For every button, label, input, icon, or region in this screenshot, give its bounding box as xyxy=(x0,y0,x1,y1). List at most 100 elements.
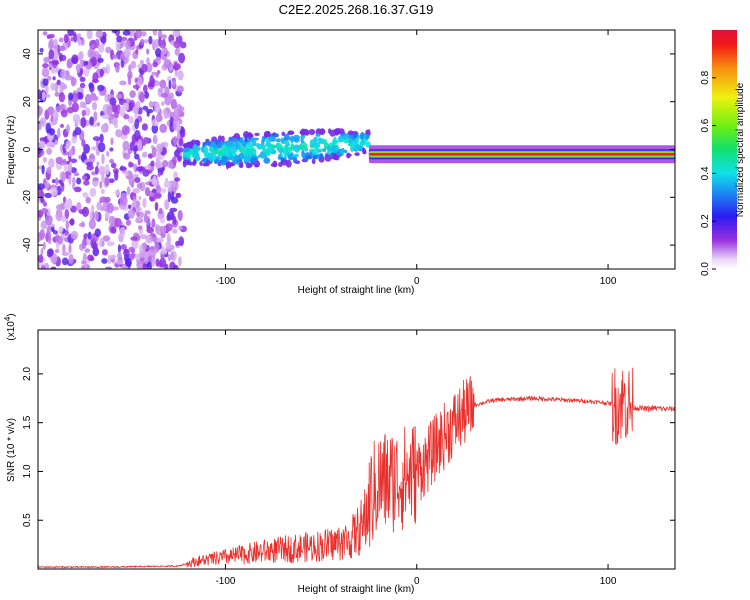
spectrogram-noise-blob xyxy=(148,249,157,257)
spectrogram-noise-blob xyxy=(38,140,46,149)
spectrogram-signal-blob xyxy=(221,155,228,164)
spectrogram-signal-blob xyxy=(277,148,284,154)
spectrogram-signal-blob xyxy=(187,161,195,166)
spectrogram-noise-blob xyxy=(42,156,47,163)
spectrogram-noise-blob xyxy=(71,56,79,64)
spectrogram-noise-blob xyxy=(115,258,124,265)
spectrogram-noise-blob xyxy=(64,74,73,81)
spectrogram-noise-blob xyxy=(159,217,166,224)
spectrogram-signal-blob xyxy=(217,151,222,156)
spectrogram-noise-blob xyxy=(155,113,163,123)
spectrogram-noise-blob xyxy=(123,152,131,160)
spectrogram-noise-blob xyxy=(56,79,61,86)
spectrogram-noise-blob xyxy=(119,226,126,237)
spectrogram-noise-blob xyxy=(42,63,49,69)
spectrogram-xtick-label: 100 xyxy=(600,276,617,287)
spectrogram-noise-blob xyxy=(96,161,100,167)
spectrogram-noise-blob xyxy=(124,49,130,59)
spectrogram-noise-blob xyxy=(101,114,109,119)
spectrogram-noise-blob xyxy=(167,191,171,203)
spectrogram-noise-blob xyxy=(116,35,122,43)
spectrogram-noise-blob xyxy=(152,61,158,68)
spectrogram-noise-blob xyxy=(148,100,153,108)
spectrogram-noise-blob xyxy=(110,254,117,259)
spectrogram-noise-blob xyxy=(79,101,86,109)
colorbar-tick-label: 0.2 xyxy=(700,214,711,228)
spectrogram-noise-blob xyxy=(97,84,105,92)
spectrogram-noise-blob xyxy=(134,118,140,130)
spectrogram-noise-blob xyxy=(151,218,156,228)
spectrogram-noise-blob xyxy=(68,253,74,265)
spectrogram-noise-blob xyxy=(128,116,134,124)
spectrogram-noise-blob xyxy=(45,181,50,190)
spectrogram-noise-blob xyxy=(176,119,180,131)
spectrogram-noise-blob xyxy=(155,72,159,78)
spectrogram-noise-blob xyxy=(62,243,66,254)
spectrogram-noise-blob xyxy=(41,91,46,101)
spectrogram-noise-blob xyxy=(112,54,118,59)
spectrogram-signal-blob xyxy=(285,159,292,168)
spectrogram-signal-blob xyxy=(299,146,305,151)
spectrogram-signal-blob xyxy=(280,157,285,164)
spectrogram-noise-blob xyxy=(167,254,172,262)
spectrogram-noise-blob xyxy=(68,243,72,254)
spectrogram-noise-blob xyxy=(143,256,149,264)
spectrogram-noise-blob xyxy=(101,153,105,165)
spectrogram-noise-blob xyxy=(134,129,141,141)
spectrogram-signal-blob xyxy=(321,138,327,145)
spectrogram-noise-blob xyxy=(109,147,114,152)
spectrogram-noise-blob xyxy=(136,182,143,189)
spectrogram-noise-blob xyxy=(38,190,45,198)
spectrogram-noise-blob xyxy=(73,172,80,177)
spectrogram-noise-blob xyxy=(50,266,57,269)
spectrogram-noise-blob xyxy=(47,225,52,231)
spectrogram-noise-blob xyxy=(105,266,113,269)
spectrogram-noise-blob xyxy=(110,162,117,169)
spectrogram-noise-blob xyxy=(151,39,157,50)
spectrogram-noise-blob xyxy=(44,93,51,98)
spectrogram-signal-blob xyxy=(280,137,285,144)
spectrogram-noise-blob xyxy=(48,142,55,147)
spectrogram-noise-blob xyxy=(78,222,85,227)
spectrogram-noise-blob xyxy=(94,228,102,237)
spectrogram-noise-blob xyxy=(169,92,174,100)
spectrogram-signal-blob xyxy=(252,137,259,141)
spectrogram-noise-blob xyxy=(120,244,127,250)
spectrogram-noise-blob xyxy=(122,140,130,151)
spectrogram-noise-blob xyxy=(177,70,184,81)
spectrogram-noise-blob xyxy=(39,47,44,53)
spectrogram-noise-blob xyxy=(44,192,53,199)
spectrogram-signal-blob xyxy=(281,131,286,137)
spectrogram-noise-blob xyxy=(142,264,148,269)
spectrogram-noise-blob xyxy=(172,228,178,234)
colorbar-tick-label: 0.6 xyxy=(700,118,711,132)
spectrogram-noise-blob xyxy=(177,210,183,221)
spectrogram-noise-blob xyxy=(63,165,69,172)
spectrogram-noise-blob xyxy=(104,176,110,187)
snr-multiplier: (x104) xyxy=(3,313,17,340)
spectrogram-noise-blob xyxy=(83,143,90,154)
spectrogram-signal-blob xyxy=(347,143,355,147)
spectrogram-signal-blob xyxy=(220,151,224,157)
spectrogram-noise-blob xyxy=(41,67,50,78)
spectrogram-noise-blob xyxy=(87,48,95,59)
spectrogram-noise-blob xyxy=(57,208,63,218)
spectrogram-signal-blob xyxy=(312,155,317,160)
spectrogram-noise-blob xyxy=(39,137,48,142)
spectrogram-noise-blob xyxy=(69,219,75,225)
spectrogram-track-band xyxy=(368,153,675,156)
spectrogram-noise-blob xyxy=(163,180,172,188)
spectrogram-signal-blob xyxy=(244,135,248,143)
spectrogram-noise-blob xyxy=(65,219,70,231)
spectrogram-noise-blob xyxy=(86,30,93,40)
snr-ytick-label: 1.5 xyxy=(22,415,33,429)
spectrogram-noise-blob xyxy=(64,208,70,220)
spectrogram-signal-blob xyxy=(294,160,301,164)
spectrogram-noise-blob xyxy=(128,101,134,112)
spectrogram-noise-blob xyxy=(114,170,119,181)
spectrogram-noise-blob xyxy=(96,122,100,127)
spectrogram-noise-blob xyxy=(121,125,130,136)
spectrogram-noise-blob xyxy=(154,102,161,114)
spectrogram-noise-blob xyxy=(45,214,53,226)
spectrogram-noise-blob xyxy=(174,149,180,158)
